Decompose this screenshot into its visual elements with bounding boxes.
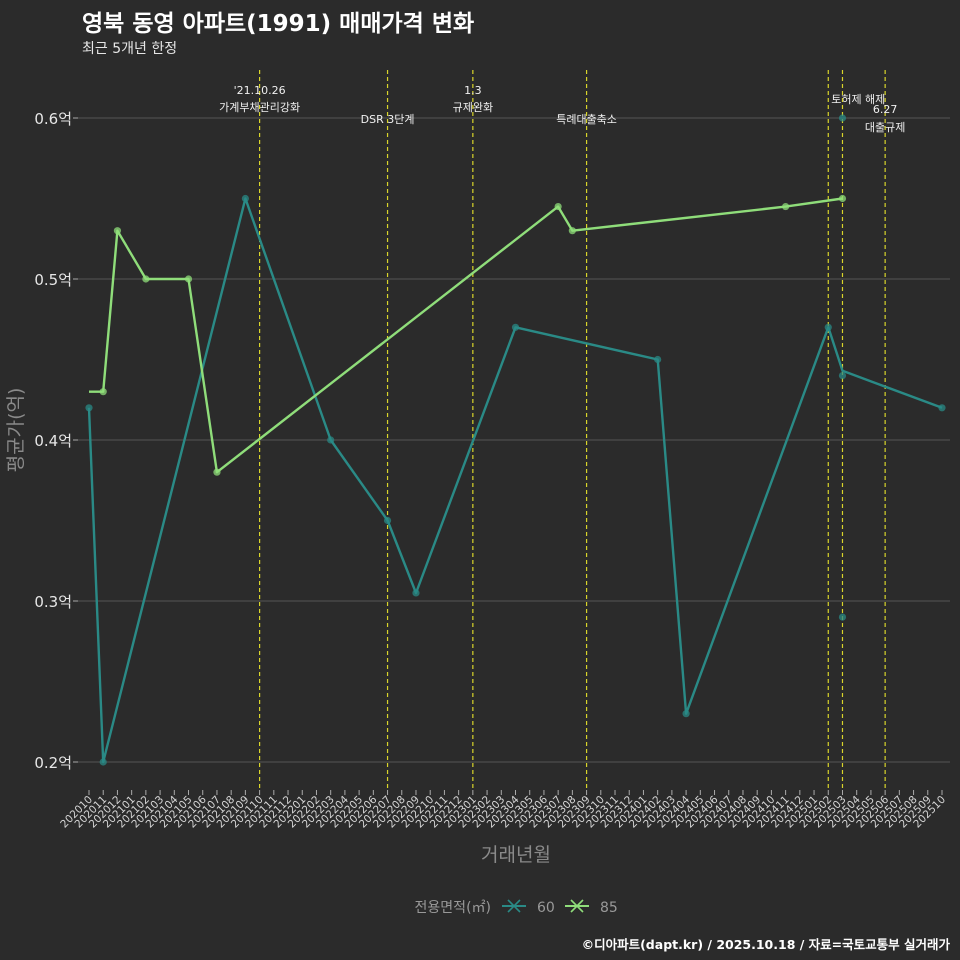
data-point-60 [824,323,832,331]
event-label: 6.27 [873,103,898,116]
grid-layer [78,117,950,763]
chart-title: 영북 동영 아파트(1991) 매매가격 변화 [82,11,475,37]
data-point-60 [838,372,847,380]
event-label: 특례대출축소 [556,113,617,126]
x-axis-label: 거래년월 [481,844,551,866]
legend-key-mark-85 [570,899,584,913]
series-layer [85,114,946,766]
data-point-85 [213,468,221,476]
data-point-60 [682,710,690,718]
data-point-60 [241,194,249,203]
chart-subtitle: 최근 5개년 한정 [82,41,178,57]
source-caption: ©디아파트(dapt.kr) / 2025.10.18 / 자료=국토교통부 실… [581,937,950,952]
data-point-85 [782,202,790,211]
data-point-85 [184,275,193,283]
data-point-85 [568,227,576,235]
event-label: DSR 3단계 [361,113,415,126]
data-point-85 [99,388,107,396]
legend: 전용면적(㎡) 60 85 [415,899,618,916]
legend-label-85: 85 [600,900,618,916]
series-line-85 [89,197,843,474]
data-point-60 [838,114,847,122]
data-point-60 [327,436,335,444]
data-point-85 [554,202,562,211]
legend-title: 전용면적(㎡) [415,900,491,916]
y-tick-label: 0.5억 [34,271,72,289]
data-point-85 [142,275,150,283]
data-point-60 [383,516,392,525]
axis-layer: 0.2억0.3억0.4억0.5억0.6억20201020201120201220… [5,110,948,866]
data-point-60 [938,404,946,412]
data-point-60 [511,323,520,331]
event-label: 가계부채관리강화 [219,101,300,114]
event-label: 1.3 [464,84,482,97]
data-point-85 [113,227,122,235]
data-point-60 [838,613,847,621]
data-point-60 [654,355,662,364]
y-tick-label: 0.6억 [34,110,72,128]
event-label: 규제완화 [453,101,493,114]
y-axis-label: 평균가(억) [5,388,27,473]
event-label: '21.10.26 [234,84,286,97]
data-point-60 [85,404,93,412]
series-line-60 [87,197,943,764]
event-label: 토허제 해제 [831,92,885,106]
data-point-85 [838,194,847,203]
y-tick-label: 0.3억 [34,593,72,611]
legend-key-mark-60 [507,899,521,913]
legend-label-60: 60 [537,900,555,916]
y-tick-label: 0.4억 [34,432,72,450]
data-point-60 [99,758,107,766]
event-label: 대출규제 [865,121,905,134]
data-point-60 [412,589,420,597]
y-tick-label: 0.2억 [34,754,72,772]
